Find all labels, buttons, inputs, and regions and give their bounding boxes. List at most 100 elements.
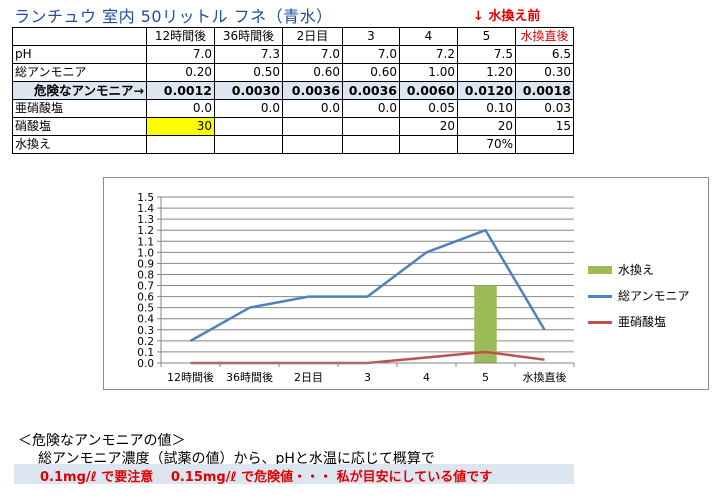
legend-swatch-line: [588, 295, 612, 298]
y-tick-label: 0.5: [137, 303, 154, 315]
table-cell: 15: [515, 117, 574, 136]
page-title: ランチュウ 室内 50リットル フネ（青水）: [14, 7, 333, 26]
table-cell: 0.30: [515, 63, 574, 82]
table-cell: 7.0: [146, 45, 215, 64]
y-tick-label: 0.0: [137, 358, 154, 370]
table-row: 総アンモニア 0.20 0.50 0.60 0.60 1.00 1.20 0.3…: [12, 63, 574, 82]
series-line: [189, 228, 546, 342]
y-tick-label: 1.5: [137, 192, 154, 204]
bar: [474, 285, 497, 363]
table-cell: 7.0: [282, 45, 343, 64]
table-cell: 7.0: [342, 45, 400, 64]
row-label: 水換え: [12, 135, 147, 154]
table-cell: 7.5: [457, 45, 516, 64]
legend-label: 亜硝酸塩: [618, 315, 667, 329]
table-cell: [214, 117, 283, 136]
row-label: 総アンモニア: [12, 63, 147, 82]
x-tick-label: 4: [423, 371, 430, 384]
table-cell: 0.03: [515, 99, 574, 118]
table-cell: 20: [457, 117, 516, 136]
table-header-cell: 36時間後: [214, 27, 283, 46]
table-header-cell: 4: [399, 27, 458, 46]
table-row: 硝酸塩 30 20 20 15: [12, 117, 574, 136]
water-change-before-note: ↓ 水換え前: [473, 9, 541, 24]
table-cell: 1.00: [399, 63, 458, 82]
table-header-row: 12時間後 36時間後 2日目 3 4 5 水換直後: [12, 27, 574, 46]
y-tick-label: 1.0: [137, 247, 154, 259]
table-cell: [214, 135, 283, 154]
y-tick-label: 0.2: [137, 336, 154, 348]
table-cell: 0.60: [342, 63, 400, 82]
table-row: pH 7.0 7.3 7.0 7.0 7.2 7.5 6.5: [12, 45, 574, 64]
table-cell: 0.0012: [146, 81, 215, 100]
table-cell: 0.0030: [214, 81, 283, 100]
x-tick-label: 水換直後: [523, 370, 567, 384]
y-tick-label: 1.2: [137, 225, 154, 237]
table-cell: [399, 135, 458, 154]
table-cell: 0.0036: [282, 81, 343, 100]
legend-swatch-line: [588, 321, 612, 324]
footer-highlight: 0.1mg/ℓ で要注意 0.15mg/ℓ で危険値・・・ 私が目安にしている値…: [14, 464, 574, 485]
footer-warning-text: 0.1mg/ℓ で要注意 0.15mg/ℓ で危険値・・・ 私が目安にしている値…: [40, 470, 493, 485]
table-cell: 0.0: [146, 99, 215, 118]
table-cell: 0.0: [214, 99, 283, 118]
table-cell: [282, 135, 343, 154]
table-cell: 30: [146, 117, 215, 136]
y-tick-label: 0.8: [137, 269, 154, 281]
footer-text: 総アンモニア濃度（試薬の値）から、pHと水温に応じて概算で: [38, 451, 435, 467]
table-cell: 20: [399, 117, 458, 136]
table-header-cell: [12, 27, 147, 46]
chart-area: 0.0 0.1 0.2 0.3 0.4 0.5 0.6 0.7 0.8 0.9 1.0 1.1 1.2 1…: [103, 177, 709, 390]
y-tick-label: 1.1: [137, 236, 154, 248]
y-tick-label: 1.4: [137, 203, 154, 215]
legend-label: 総アンモニア: [618, 289, 690, 303]
table-cell: 0.0018: [515, 81, 574, 100]
table-header-cell: 12時間後: [146, 27, 215, 46]
x-tick-label: 2日目: [294, 371, 323, 384]
chart-svg: 0.00.10.20.30.40.50.60.70.80.91.01.11.21…: [137, 192, 575, 384]
table-cell: [515, 135, 574, 154]
x-tick-label: 12時間後: [167, 370, 214, 384]
table-cell: 0.0: [282, 99, 343, 118]
table-cell: 1.20: [457, 63, 516, 82]
table-cell: 0.60: [282, 63, 343, 82]
x-tick-label: 36時間後: [226, 370, 273, 384]
x-tick-label: 5: [482, 371, 489, 384]
row-label: 危険なアンモニア→: [12, 81, 147, 100]
footer-heading: ＜危険なアンモニアの値＞: [18, 433, 186, 449]
table-cell: 0.0060: [399, 81, 458, 100]
table-cell: 0.0: [342, 99, 400, 118]
table-cell: [342, 135, 400, 154]
y-tick-label: 0.6: [137, 292, 154, 304]
table-cell: 70%: [457, 135, 516, 154]
y-tick-label: 0.4: [137, 314, 154, 326]
y-tick-label: 0.9: [137, 258, 154, 270]
table-cell: [146, 135, 215, 154]
legend-swatch-bar: [588, 266, 612, 274]
table-row-dangerous-ammonia: 危険なアンモニア→ 0.0012 0.0030 0.0036 0.0036 0.…: [12, 81, 574, 100]
table-cell: 0.0036: [342, 81, 400, 100]
measurement-table: 12時間後 36時間後 2日目 3 4 5 水換直後 pH 7.0 7.3 7.…: [12, 27, 574, 154]
table-header-cell: 2日目: [282, 27, 343, 46]
row-label: 亜硝酸塩: [12, 99, 147, 118]
table-cell: 6.5: [515, 45, 574, 64]
table-cell: 7.3: [214, 45, 283, 64]
table-row: 水換え 70%: [12, 135, 574, 154]
table-cell: 0.50: [214, 63, 283, 82]
y-tick-label: 0.3: [137, 325, 154, 337]
table-row: 亜硝酸塩 0.0 0.0 0.0 0.0 0.05 0.10 0.03: [12, 99, 574, 118]
table-cell: 0.20: [146, 63, 215, 82]
table-cell: [342, 117, 400, 136]
table-header-cell: 水換直後: [515, 27, 574, 46]
legend-label: 水換え: [618, 263, 655, 277]
y-tick-label: 0.1: [137, 347, 154, 359]
table-header-cell: 3: [342, 27, 400, 46]
x-tick-label: 3: [364, 371, 371, 384]
row-label: 硝酸塩: [12, 117, 147, 136]
table-cell: 7.2: [399, 45, 458, 64]
table-cell: 0.0120: [457, 81, 516, 100]
table-cell: 0.10: [457, 99, 516, 118]
y-tick-label: 1.3: [137, 214, 154, 226]
y-tick-label: 0.7: [137, 281, 154, 293]
row-label: pH: [12, 45, 147, 64]
